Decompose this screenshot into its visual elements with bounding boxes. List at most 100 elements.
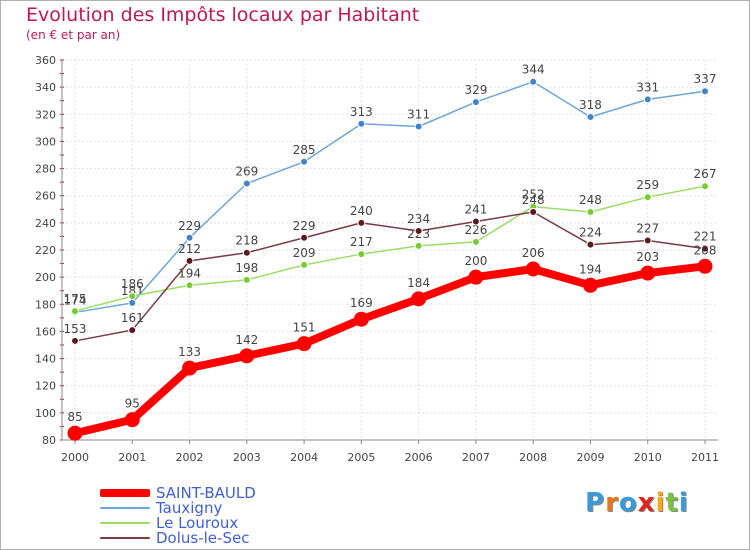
legend-label-saint-bauld: SAINT-BAULD [156,484,256,502]
legend-swatch-le-louroux [100,522,150,524]
x-tick-label: 2008 [519,451,547,464]
data-point-le-louroux [586,208,595,216]
data-point-dolus-le-sec [242,248,251,257]
data-point-tauxigny [357,119,366,128]
y-tick-label: 260 [35,190,56,203]
data-label-le-louroux: 186 [121,277,144,291]
data-label-dolus-le-sec: 248 [522,193,545,207]
data-point-tauxigny [414,122,423,131]
data-label-tauxigny: 285 [293,143,316,157]
data-label-dolus-le-sec: 234 [407,212,430,226]
data-label-dolus-le-sec: 227 [636,222,659,236]
data-label-dolus-le-sec: 153 [64,322,87,336]
x-tick-label: 2010 [634,451,662,464]
y-tick-label: 200 [35,271,56,284]
series-line-saint-bauld [71,262,709,438]
y-tick-label: 140 [35,353,56,366]
data-label-dolus-le-sec: 241 [464,203,487,217]
x-tick-label: 2003 [233,451,261,464]
data-label-dolus-le-sec: 224 [579,226,602,240]
data-label-dolus-le-sec: 212 [178,242,201,256]
data-label-tauxigny: 229 [178,219,201,233]
data-label-saint-bauld: 184 [407,276,430,290]
chart-title: Evolution des Impôts locaux par Habitant [26,4,420,26]
data-label-saint-bauld: 151 [293,321,316,335]
x-tick-label: 2001 [118,451,146,464]
data-point-dolus-le-sec [128,326,137,335]
data-point-le-louroux [128,292,137,301]
logo-letter: r [605,488,619,518]
data-point-le-louroux [242,275,251,284]
data-label-le-louroux: 252 [522,188,545,202]
data-label-dolus-le-sec: 218 [235,234,258,248]
data-label-le-louroux: 267 [694,167,717,181]
data-label-le-louroux: 217 [350,235,373,249]
data-point-dolus-le-sec [185,256,194,265]
data-point-tauxigny [701,87,709,96]
data-point-tauxigny [529,77,538,86]
data-point-le-louroux [701,182,709,191]
legend-item-dolus-le-sec: Dolus-le-Sec [100,529,249,547]
data-point-saint-bauld [582,277,598,293]
legend-item-saint-bauld: SAINT-BAULD [100,484,256,502]
data-point-dolus-le-sec [414,227,423,235]
data-label-saint-bauld: 200 [464,254,487,268]
data-point-le-louroux [471,237,480,246]
legend-label-le-louroux: Le Louroux [156,514,239,532]
data-label-saint-bauld: 85 [67,410,82,424]
data-label-tauxigny: 269 [235,165,258,179]
data-point-dolus-le-sec [643,236,652,245]
legend-item-tauxigny: Tauxigny [100,499,222,517]
logo-letter: o [618,488,638,518]
x-tick-label: 2005 [347,451,375,464]
data-point-saint-bauld [525,261,541,277]
data-point-saint-bauld [182,360,198,376]
data-label-dolus-le-sec: 240 [350,204,373,218]
data-label-saint-bauld: 194 [579,262,602,276]
y-tick-label: 80 [42,434,56,447]
data-point-saint-bauld [239,348,255,364]
logo-letter: i [655,488,666,518]
logo-letter: i [678,488,689,518]
data-label-le-louroux: 198 [235,261,258,275]
logo-letter: x [637,488,656,518]
legend-item-le-louroux: Le Louroux [100,514,239,532]
y-tick-label: 280 [35,163,56,176]
x-tick-label: 2009 [576,451,604,464]
x-tick-label: 2006 [405,451,433,464]
data-point-dolus-le-sec [529,208,538,216]
x-tick-label: 2007 [462,451,490,464]
data-point-saint-bauld [353,311,369,327]
data-point-saint-bauld [640,265,656,281]
data-label-tauxigny: 313 [350,105,373,119]
data-label-saint-bauld: 208 [694,243,717,257]
data-label-tauxigny: 318 [579,98,602,112]
chart-subtitle: (en € et par an) [26,28,121,42]
data-point-dolus-le-sec [471,217,480,226]
x-tick-label: 2000 [61,451,89,464]
y-tick-label: 120 [35,380,56,393]
data-point-saint-bauld [124,412,140,428]
data-label-dolus-le-sec: 221 [694,230,717,244]
y-tick-label: 160 [35,325,56,338]
legend-swatch-tauxigny [100,507,150,509]
data-label-le-louroux: 259 [636,178,659,192]
data-point-dolus-le-sec [357,218,366,227]
data-point-dolus-le-sec [71,336,79,345]
data-point-tauxigny [471,98,480,107]
data-label-le-louroux: 209 [293,246,316,260]
data-point-le-louroux [71,307,79,316]
data-label-le-louroux: 175 [64,292,87,306]
y-tick-label: 100 [35,407,56,420]
x-tick-label: 2011 [691,451,719,464]
data-point-saint-bauld [411,291,427,307]
data-point-tauxigny [242,179,251,188]
data-label-dolus-le-sec: 229 [293,219,316,233]
data-label-le-louroux: 226 [464,223,487,237]
series-line-dolus-le-sec [74,211,706,342]
logo-letter: P [585,488,606,518]
data-point-tauxigny [185,233,194,242]
y-tick-label: 220 [35,244,56,257]
data-point-saint-bauld [67,425,83,441]
